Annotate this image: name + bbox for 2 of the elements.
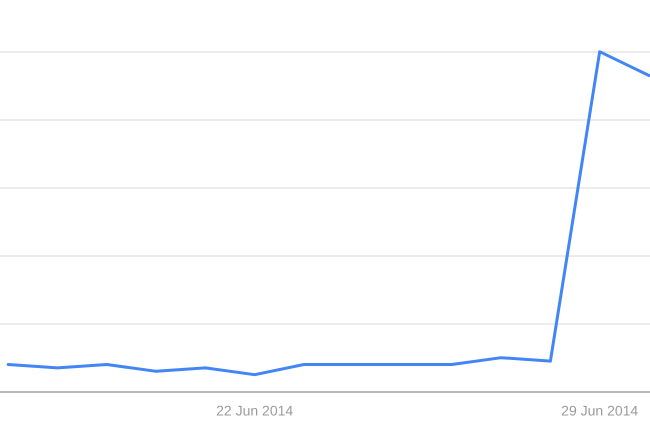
- x-tick-label: 22 Jun 2014: [216, 402, 294, 419]
- x-tick-label: 29 Jun 2014: [561, 402, 638, 419]
